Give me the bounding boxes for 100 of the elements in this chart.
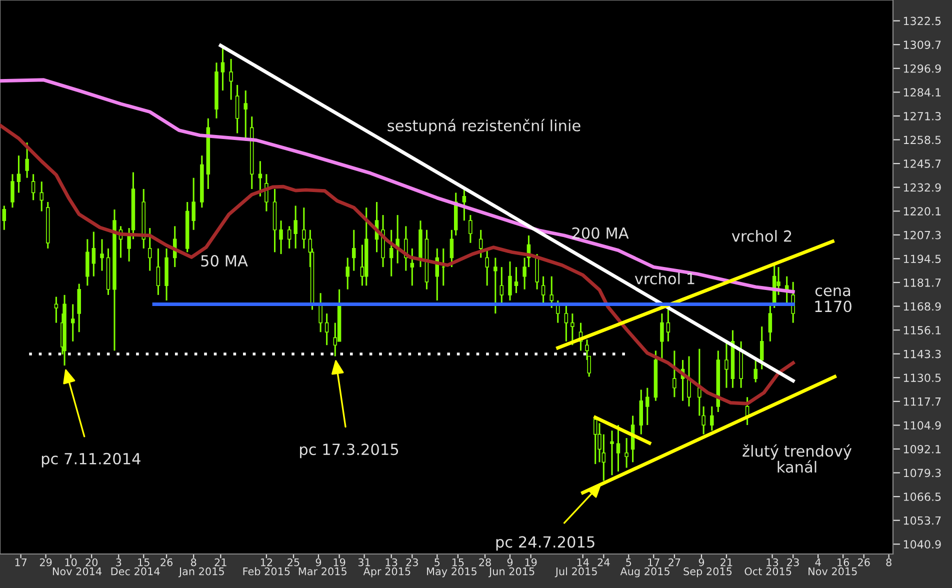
candlestick xyxy=(324,312,329,346)
candlestick xyxy=(25,142,29,179)
candlestick xyxy=(287,225,292,250)
x-tick-label: 21 xyxy=(214,558,226,566)
x-tick-label: 8 xyxy=(190,558,196,566)
annotation: pc 7.11.2014 xyxy=(42,452,140,468)
x-tick-label: 19 xyxy=(525,558,537,566)
annotation: 50 MA xyxy=(201,255,248,267)
annotation: pc 24.7.2015 xyxy=(496,536,594,551)
candlestick xyxy=(258,160,262,198)
x-tick-label: 13 xyxy=(766,558,778,566)
candlestick xyxy=(616,424,620,472)
candlestick xyxy=(294,204,298,250)
candlestick xyxy=(570,312,574,346)
x-tick-label: 9 xyxy=(316,558,322,566)
y-tick-label: 1245.7 xyxy=(904,160,941,168)
y-tick-label: 1117.7 xyxy=(904,398,941,406)
candlestick xyxy=(724,340,728,389)
candlestick xyxy=(593,416,598,465)
candlestick xyxy=(468,214,472,244)
y-tick-label: 1194.5 xyxy=(904,254,941,264)
candlestick xyxy=(92,230,96,278)
candlestick xyxy=(784,276,789,305)
y-tick-label: 1309.7 xyxy=(904,40,941,49)
x-tick-label: 23 xyxy=(787,558,799,566)
x2-tick-label: Sep 2015 xyxy=(684,567,732,578)
candlestick xyxy=(754,359,758,384)
x-tick-label: 5 xyxy=(626,558,632,566)
y-tick-label: 1168.9 xyxy=(904,302,941,311)
x-tick-label: 3 xyxy=(116,558,122,566)
candlestick xyxy=(508,260,512,302)
y-tick-label: 1130.5 xyxy=(904,374,941,382)
annotation: vrchol 2 xyxy=(732,230,792,242)
candlestick xyxy=(500,266,504,305)
candlestick xyxy=(410,248,414,286)
x-tick-label: 24 xyxy=(598,558,610,566)
candlestick xyxy=(100,238,104,272)
y-tick-label: 1258.5 xyxy=(904,136,941,144)
y-tick-label: 1296.9 xyxy=(904,64,941,73)
candlestick xyxy=(148,227,152,272)
y-tick-label: 1066.5 xyxy=(904,492,941,501)
x-tick-label: 13 xyxy=(386,558,398,566)
candlestick xyxy=(54,296,58,324)
candlestick xyxy=(672,350,676,398)
y-tick-label: 1271.3 xyxy=(904,112,941,120)
candlestick xyxy=(229,58,233,101)
candlestick xyxy=(235,84,240,134)
candlestick xyxy=(279,220,283,255)
candlestick xyxy=(16,154,21,194)
x2-tick-label: Oct 2015 xyxy=(744,567,792,576)
x2-tick-label: Nov 2015 xyxy=(808,567,857,576)
x-tick-label: 9 xyxy=(507,558,513,566)
candlestick xyxy=(514,266,518,294)
candlestick xyxy=(760,326,764,370)
candlestick xyxy=(698,348,702,416)
candlestick xyxy=(494,257,498,314)
candlestick xyxy=(192,177,196,231)
x-tick-label: 26 xyxy=(858,558,870,566)
y-tick-label: 1284.1 xyxy=(904,88,941,97)
x-tick-label: 31 xyxy=(358,558,370,566)
candlestick xyxy=(389,229,394,278)
x2-tick-label: Jan 2015 xyxy=(178,567,224,578)
x-tick-label: 29 xyxy=(40,558,52,566)
line-series xyxy=(0,78,795,294)
candlestick xyxy=(687,355,691,408)
x2-tick-label: Mar 2015 xyxy=(298,567,346,576)
x-tick-label: 23 xyxy=(406,558,418,566)
x2-tick-label: May 2015 xyxy=(427,567,476,578)
annotation: pc 17.3.2015 xyxy=(300,444,398,458)
x-tick-label: 4 xyxy=(815,558,821,566)
candlestick xyxy=(624,437,628,469)
x-tick-label: 19 xyxy=(334,558,346,566)
x-tick-label: 9 xyxy=(698,558,704,566)
y-tick-label: 1104.9 xyxy=(904,421,941,430)
candlestick xyxy=(10,173,14,208)
annotation: cena 1170 xyxy=(815,287,852,312)
x-tick-label: 16 xyxy=(838,558,850,566)
candlestick xyxy=(318,292,322,333)
y-tick-label: 1040.9 xyxy=(904,540,941,549)
x-tick-label: 20 xyxy=(86,558,98,566)
x-tick-label: 17 xyxy=(648,558,660,566)
x2-tick-label: Jun 2015 xyxy=(488,567,534,578)
x-tick-label: 17 xyxy=(15,558,27,566)
y-tick-label: 1207.3 xyxy=(904,230,941,240)
x-tick-label: 27 xyxy=(668,558,680,566)
x2-tick-label: Feb 2015 xyxy=(243,567,290,576)
x-tick-label: 26 xyxy=(160,558,172,566)
candlestick xyxy=(478,229,483,259)
candlestick xyxy=(70,303,75,342)
x-tick-label: 12 xyxy=(260,558,272,566)
x2-tick-label: Nov 2014 xyxy=(52,567,102,576)
y-tick-label: 1079.3 xyxy=(904,468,941,478)
x2-tick-label: Dec 2014 xyxy=(111,567,160,576)
x-tick-label: 5 xyxy=(434,558,440,566)
y-tick-label: 1232.9 xyxy=(904,183,941,192)
x2-tick-label: Aug 2015 xyxy=(620,567,670,578)
annotation: žlutý trendový kanál xyxy=(742,444,852,473)
candlestick xyxy=(40,180,44,212)
annotation: 200 MA xyxy=(572,227,629,239)
y-tick-label: 1220.1 xyxy=(904,207,941,216)
